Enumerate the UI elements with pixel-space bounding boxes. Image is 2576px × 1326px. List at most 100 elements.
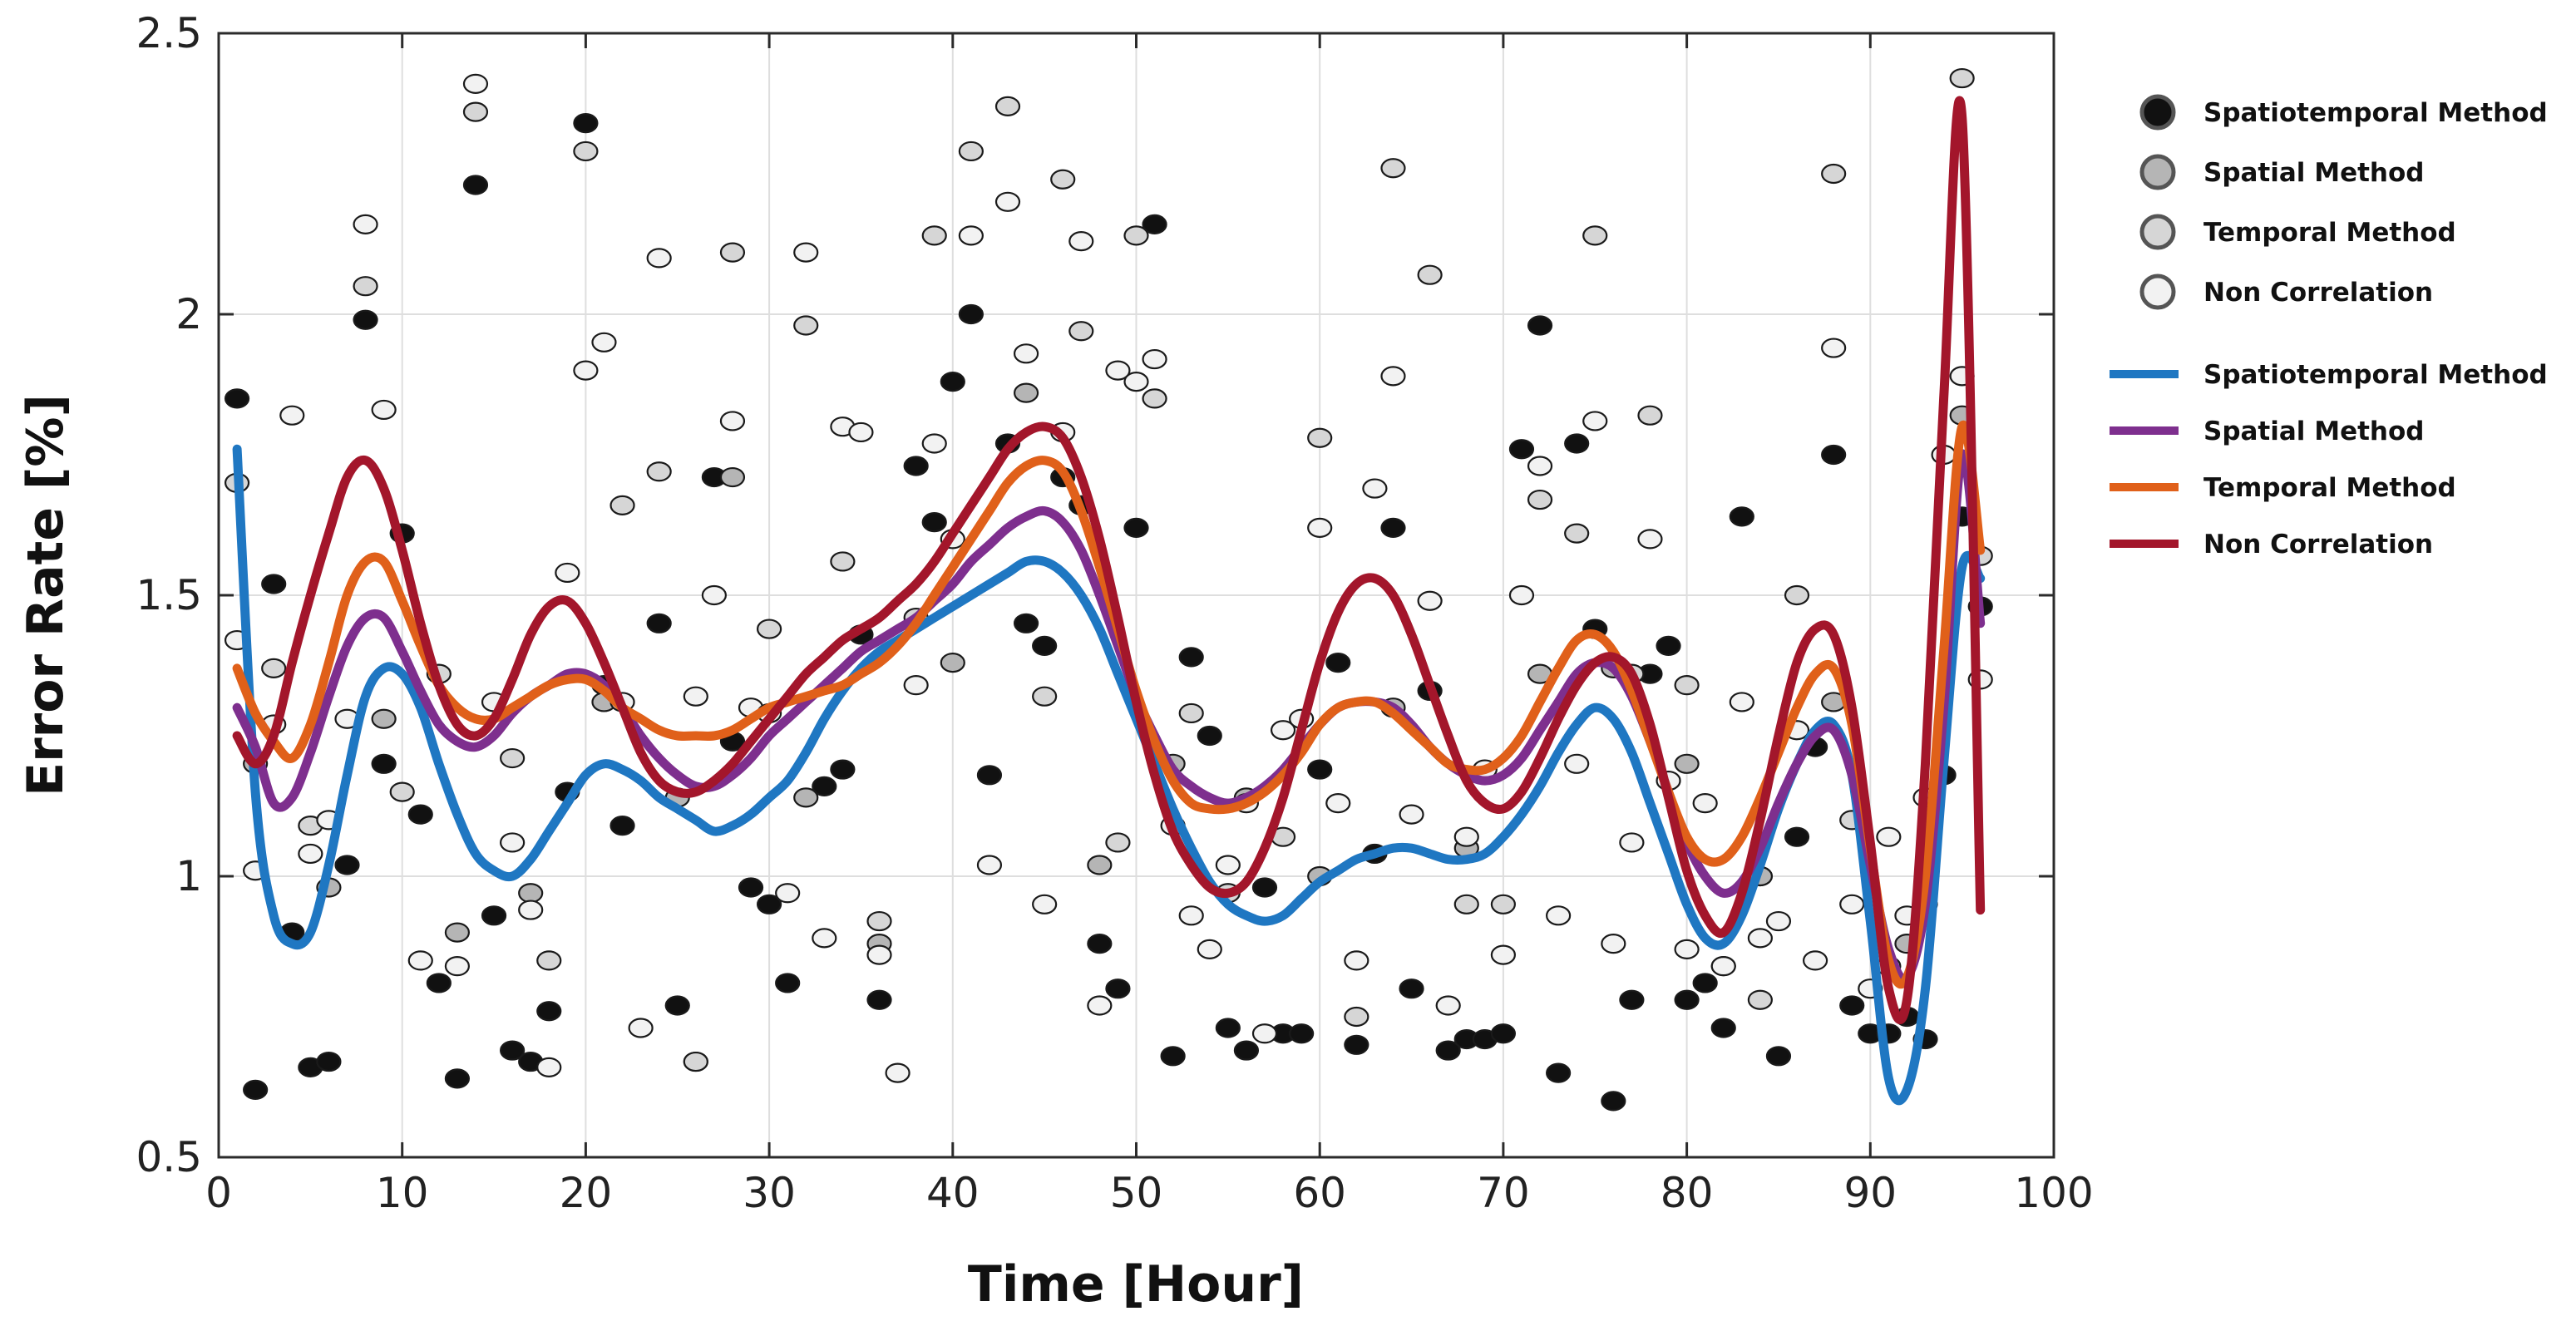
scatter-point: [1160, 1046, 1186, 1067]
scatter-point: [1674, 753, 1700, 774]
y-axis-title: Error Rate [%]: [17, 394, 75, 796]
scatter-point: [462, 101, 489, 122]
scatter-point: [921, 433, 947, 454]
legend-label: Non Correlation: [2203, 530, 2433, 559]
scatter-point: [261, 574, 287, 594]
y-tick-label: 2: [175, 290, 202, 338]
scatter-point: [1747, 989, 1773, 1010]
scatter-point: [1142, 214, 1167, 234]
axis-ticks: 0 10 20 30 40 50 60 70 80 90 100 0.5 1 1.5 2 2.5: [136, 9, 2093, 1217]
scatter-point: [1013, 613, 1039, 633]
scatter-point: [261, 658, 287, 678]
scatter-point: [1546, 905, 1572, 926]
scatter-point: [756, 619, 782, 639]
scatter-point: [1032, 686, 1058, 707]
scatter-point: [1656, 635, 1681, 656]
scatter-point: [1546, 1062, 1572, 1083]
scatter-point: [866, 989, 892, 1010]
scatter-point: [1105, 832, 1131, 853]
scatter-point: [1821, 444, 1847, 466]
scatter-point: [775, 973, 801, 993]
scatter-point: [830, 551, 856, 572]
scatter-points: [224, 67, 1993, 1112]
scatter-point: [426, 973, 452, 993]
scatter-point: [903, 456, 929, 476]
scatter-point: [298, 843, 323, 865]
scatter-point: [1215, 1018, 1241, 1038]
legend-label: Spatiotemporal Method: [2203, 360, 2548, 390]
scatter-point: [536, 950, 562, 971]
scatter-point: [371, 399, 397, 421]
x-axis-title: Time [Hour]: [968, 1255, 1304, 1314]
scatter-point: [793, 315, 819, 336]
scatter-point: [1490, 894, 1517, 914]
scatter-point: [1601, 1091, 1626, 1112]
scatter-point: [1087, 855, 1113, 875]
legend-marker-temporal-method: [2139, 214, 2176, 250]
scatter-point: [591, 332, 617, 352]
scatter-point: [462, 175, 489, 195]
scatter-point: [1949, 67, 1975, 89]
x-tick-label: 0: [205, 1169, 232, 1217]
legend-marker-non-correlation: [2139, 274, 2176, 310]
scatter-point: [1123, 225, 1149, 246]
scatter-point: [1142, 388, 1167, 409]
scatter-point: [1674, 675, 1700, 696]
scatter-point: [1453, 894, 1479, 914]
scatter-point: [976, 855, 1003, 875]
scatter-point: [958, 140, 984, 162]
scatter-point: [976, 765, 1003, 786]
scatter-point: [407, 950, 433, 971]
scatter-point: [793, 242, 819, 263]
scatter-point: [1601, 934, 1626, 954]
scatter-point: [1839, 995, 1865, 1016]
scatter-point: [1564, 523, 1590, 544]
scatter-point: [536, 1001, 562, 1022]
scatter-point: [738, 877, 764, 898]
x-tick-label: 60: [1293, 1169, 1346, 1217]
scatter-point: [1325, 653, 1351, 673]
scatter-point: [1142, 348, 1167, 370]
scatter-point: [646, 613, 672, 633]
scatter-point: [1674, 939, 1700, 959]
scatter-point: [462, 73, 489, 94]
x-tick-label: 20: [560, 1169, 613, 1217]
scatter-point: [1490, 1023, 1517, 1044]
scatter-point: [444, 956, 471, 977]
series-line-spatiotemporal-method: [232, 444, 1986, 1106]
x-tick-label: 10: [376, 1169, 429, 1217]
scatter-point: [1784, 826, 1810, 847]
scatter-point: [224, 388, 250, 409]
scatter-point: [1013, 382, 1039, 403]
scatter-point: [1527, 489, 1553, 510]
scatter-point: [683, 686, 708, 707]
scatter-point: [1105, 360, 1131, 381]
scatter-point: [830, 759, 856, 780]
scatter-point: [573, 140, 599, 162]
scatter-point: [1692, 973, 1718, 993]
scatter-point: [500, 747, 526, 769]
scatter-point: [555, 562, 580, 584]
scatter-point: [1087, 995, 1113, 1016]
scatter-point: [1674, 989, 1700, 1010]
legend-label: Temporal Method: [2203, 473, 2456, 503]
scatter-point: [683, 1051, 708, 1072]
scatter-point: [609, 816, 635, 836]
scatter-point: [1508, 439, 1535, 460]
scatter-point: [903, 675, 929, 696]
scatter-point: [628, 1018, 654, 1038]
scatter-point: [1307, 517, 1333, 538]
scatter-point: [1729, 692, 1754, 712]
scatter-point: [444, 922, 471, 943]
scatter-point: [573, 113, 599, 134]
scatter-point: [1362, 478, 1388, 499]
scatter-point: [994, 191, 1021, 212]
scatter-point: [243, 1079, 269, 1100]
scatter-point: [1435, 995, 1461, 1016]
scatter-point: [812, 928, 837, 949]
scatter-point: [1417, 264, 1443, 285]
scatter-point: [609, 495, 635, 515]
scatter-point: [1490, 944, 1517, 965]
scatter-point: [1344, 1006, 1369, 1028]
scatter-point: [1233, 1040, 1260, 1061]
